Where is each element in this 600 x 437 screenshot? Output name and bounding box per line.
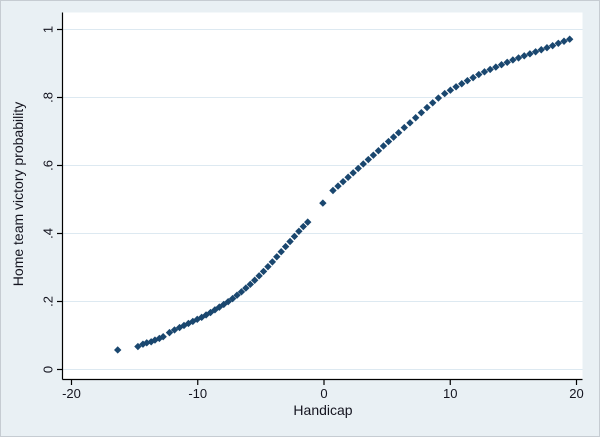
data-point-marker	[339, 177, 347, 186]
x-tick-label: 20	[569, 386, 583, 401]
data-point-marker	[237, 288, 246, 296]
data-point-marker	[497, 61, 506, 69]
data-point-marker	[255, 272, 263, 280]
y-tick-label: .6	[41, 160, 56, 171]
data-point-marker	[134, 342, 142, 351]
data-point-marker	[543, 44, 551, 52]
data-point-marker	[423, 103, 431, 112]
data-point-marker	[242, 284, 250, 292]
data-point-marker	[400, 123, 408, 132]
x-tick-label: 0	[320, 386, 327, 401]
data-point-marker	[565, 35, 574, 43]
data-point-marker	[259, 267, 268, 276]
y-tick-label: 0	[41, 366, 56, 373]
data-point-marker	[299, 222, 307, 231]
data-point-marker	[554, 39, 563, 47]
data-point-marker	[446, 86, 455, 94]
data-point-marker	[492, 63, 500, 71]
data-point-marker	[514, 54, 523, 62]
data-point-marker	[389, 133, 398, 141]
data-point-marker	[509, 56, 517, 64]
x-tick-label: 10	[443, 386, 457, 401]
y-tick-label: .2	[41, 296, 56, 307]
data-point-marker	[334, 182, 342, 190]
data-point-marker	[354, 164, 362, 173]
data-point-marker	[159, 333, 167, 341]
data-point-marker	[486, 65, 494, 74]
data-point-marker	[411, 114, 420, 122]
data-point-marker	[469, 73, 477, 82]
x-axis-title: Handicap	[293, 402, 353, 418]
data-point-marker	[406, 119, 414, 127]
data-point-marker	[273, 253, 281, 261]
data-point-marker	[384, 137, 393, 146]
data-point-marker	[394, 129, 403, 137]
data-point-marker	[480, 68, 489, 76]
data-point-marker	[319, 199, 327, 207]
data-point-marker	[369, 151, 378, 159]
x-tick-label: -10	[188, 386, 207, 401]
data-point-marker	[281, 242, 290, 251]
data-point-marker	[441, 89, 449, 98]
y-tick-label: 1	[41, 26, 56, 33]
data-point-marker	[379, 142, 388, 150]
data-point-marker	[520, 52, 528, 60]
data-point-marker	[364, 155, 373, 164]
data-point-marker	[277, 248, 285, 256]
data-point-marker	[250, 276, 259, 284]
data-point-marker	[463, 76, 472, 85]
data-point-marker	[548, 41, 557, 50]
data-point-marker	[264, 262, 272, 271]
data-point-marker	[304, 218, 312, 226]
data-point-marker	[224, 297, 232, 306]
data-point-marker	[458, 80, 466, 88]
y-axis-title: Home team victory probability	[10, 101, 26, 287]
data-point-marker	[228, 294, 237, 303]
plot-area-background	[62, 12, 583, 380]
data-point-marker	[374, 147, 383, 155]
y-tick-label: .4	[41, 228, 56, 239]
data-point-marker	[560, 37, 568, 45]
data-point-marker	[268, 258, 277, 266]
data-point-marker	[286, 237, 294, 246]
data-point-marker	[531, 48, 540, 56]
data-point-marker	[503, 58, 511, 67]
data-point-marker	[452, 83, 460, 91]
data-point-marker	[143, 339, 151, 347]
data-point-marker	[114, 346, 122, 354]
data-point-marker	[329, 186, 337, 195]
x-tick-label: -20	[62, 386, 81, 401]
data-point-marker	[475, 70, 483, 79]
data-point-marker	[170, 326, 179, 334]
data-point-marker	[434, 94, 443, 102]
data-point-marker	[233, 291, 241, 299]
data-point-marker	[349, 169, 357, 177]
data-point-marker	[537, 46, 545, 54]
data-point-marker	[359, 160, 367, 168]
data-point-marker	[526, 50, 534, 58]
data-point-marker	[295, 227, 303, 235]
y-tick-label: .8	[41, 92, 56, 103]
data-point-marker	[417, 108, 426, 117]
data-point-marker	[246, 280, 254, 289]
data-point-marker	[290, 232, 299, 241]
data-point-marker	[344, 173, 352, 181]
data-point-marker	[165, 328, 174, 337]
data-point-marker	[429, 99, 437, 107]
